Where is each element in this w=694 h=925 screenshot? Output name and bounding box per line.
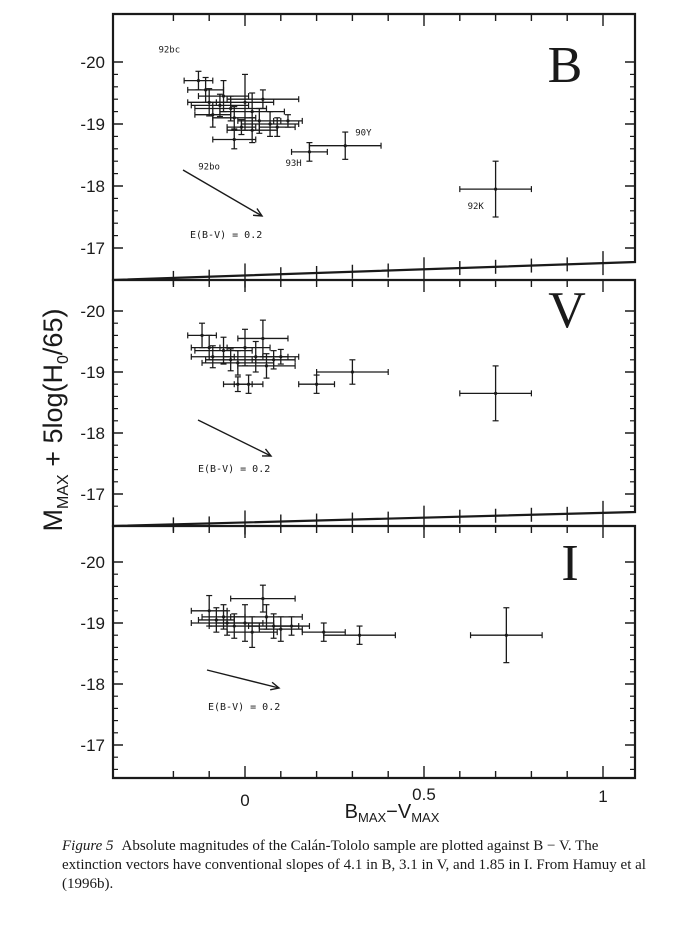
extinction-vector: [206, 669, 280, 689]
data-point: [323, 625, 396, 645]
x-tick-label: 1: [598, 787, 607, 806]
data-point: [197, 79, 250, 113]
data-point: [215, 604, 275, 642]
data-point: [240, 110, 300, 137]
panel-v: -20 -19 -18 -17 E(B-V) = 0.2 V: [80, 278, 637, 535]
extinction-vector: [197, 419, 272, 457]
data-point: [226, 119, 257, 136]
data-point: [183, 70, 214, 91]
figure-caption: Figure 5 Absolute magnitudes of the Calán…: [62, 837, 662, 894]
point-label-92bc: 92bc: [158, 46, 180, 56]
y-tick-label: -18: [80, 424, 105, 443]
point-label-92K: 92K: [468, 202, 485, 212]
x-axis-title: BMAX−VMAX: [345, 801, 440, 825]
data-point: [251, 350, 296, 370]
extinction-vector-label: E(B-V) = 0.2: [198, 464, 270, 475]
data-point: [190, 594, 228, 627]
data-point: [226, 117, 278, 144]
y-tick-label: -20: [80, 553, 105, 572]
data-point: [301, 622, 346, 642]
extinction-vector-label: E(B-V) = 0.2: [208, 702, 280, 713]
vector-arrowhead: [261, 448, 273, 457]
data-point: [290, 142, 328, 162]
y-tick-label: -18: [80, 675, 105, 694]
band-letter-i: I: [561, 535, 578, 592]
point-label-92bo: 92bo: [198, 163, 220, 173]
vector-arrowhead: [252, 208, 264, 217]
y-tick-label: -20: [80, 302, 105, 321]
data-point: [459, 365, 533, 422]
x-tick-label: 0: [240, 791, 249, 810]
data-point: [226, 89, 300, 110]
y-axis-title: MMAX + 5log(H0/65): [38, 309, 72, 532]
data-point: [459, 160, 533, 218]
y-tick-label: -19: [80, 614, 105, 633]
point-label-90Y: 90Y: [355, 129, 372, 139]
y-tick-label: -17: [80, 239, 105, 258]
y-tick-label: -18: [80, 177, 105, 196]
data-point: [233, 374, 264, 394]
data-point: [230, 584, 296, 613]
point-label-93H: 93H: [285, 159, 301, 169]
data-point: [262, 348, 300, 365]
panel-b: -20 -19 -18 -17 92bc 92bo 90Y 93H 92K E(B-V) = 0.…: [80, 12, 637, 288]
data-point: [215, 73, 275, 131]
figure-number: Figure 5: [62, 838, 114, 854]
figure: -20 -19 -18 -17 92bc 92bo 90Y 93H 92K E(B-V) = 0.…: [38, 12, 637, 825]
y-tick-label: -19: [80, 363, 105, 382]
data-point: [212, 129, 257, 150]
y-tick-label: -19: [80, 115, 105, 134]
band-letter-b: B: [548, 37, 583, 94]
panel-i: -20 -19 -18 -17 0 0.5 1 E(B-V) = 0.2 I: [80, 524, 637, 810]
data-point: [205, 348, 257, 372]
data-point: [258, 616, 303, 642]
panel-frame: [111, 278, 637, 528]
panel-frame: [111, 524, 637, 780]
extinction-vector: [182, 169, 263, 217]
extinction-vector-label: E(B-V) = 0.2: [190, 230, 262, 241]
panels-group: -20 -19 -18 -17 92bc 92bo 90Y 93H 92K E(B-V) = 0.…: [80, 12, 637, 810]
data-point: [316, 359, 389, 385]
band-letter-v: V: [548, 282, 586, 339]
data-point: [194, 95, 268, 122]
vector-arrowhead: [270, 681, 281, 691]
data-point: [273, 114, 303, 128]
data-point: [298, 374, 336, 394]
data-point: [237, 353, 296, 379]
data-point: [469, 607, 543, 664]
x-tick-label: 0.5: [412, 785, 436, 804]
y-tick-label: -17: [80, 736, 105, 755]
data-point: [273, 616, 311, 636]
data-point: [212, 106, 257, 130]
y-tick-label: -17: [80, 485, 105, 504]
caption-text: Absolute magnitudes of the Calán-Tololo …: [62, 838, 646, 892]
panel-frame: [111, 12, 637, 282]
y-tick-label: -20: [80, 53, 105, 72]
